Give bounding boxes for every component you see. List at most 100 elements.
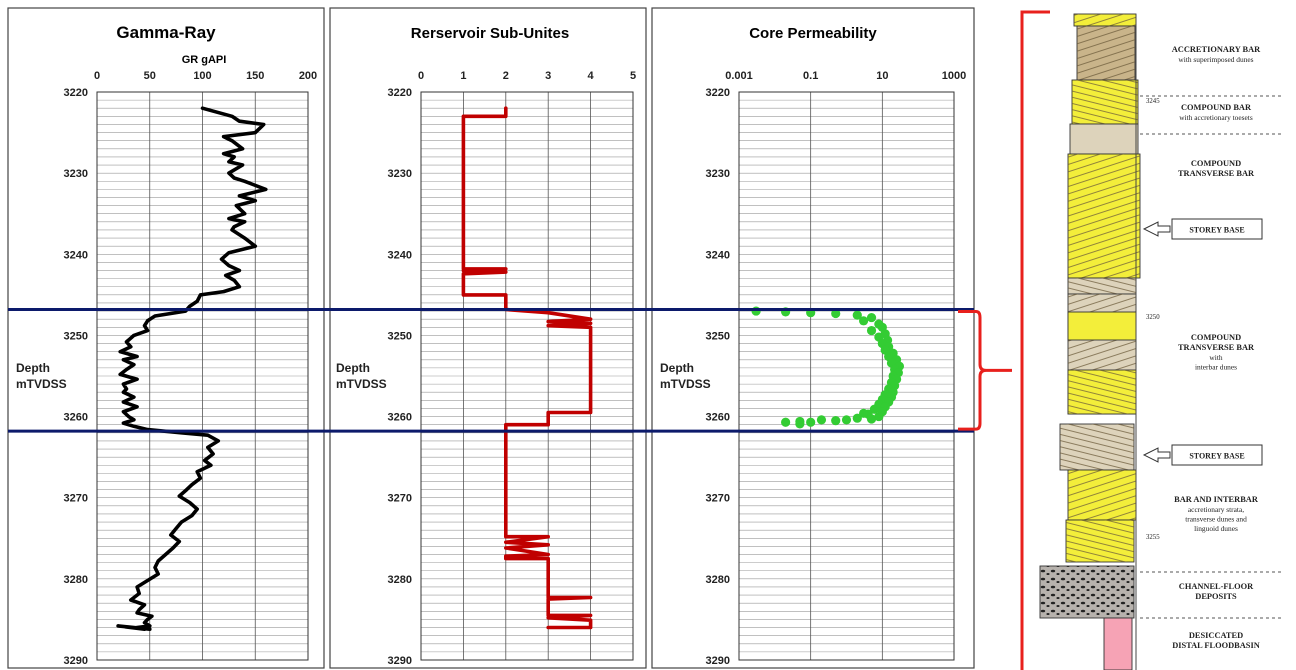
gamma-ray-title: Gamma-Ray (116, 23, 216, 42)
unit-sublabel: linguoid dunes (1194, 524, 1238, 533)
depth-mark: 3250 (1146, 314, 1160, 321)
x-tick-label: 100 (193, 70, 211, 82)
x-tick-label: 150 (246, 70, 264, 82)
subunits-plot: 0 1 2 3 4 5 3220 3230 3240 3250 3260 3270 3280 3290 De… (336, 70, 636, 667)
x-tick-label: 4 (588, 70, 595, 82)
storey-base-label: STOREY BASE (1189, 226, 1244, 235)
unit-sublabel: with accretionary toesets (1179, 113, 1253, 122)
y-tick-label: 3240 (706, 249, 730, 261)
y-tick-label: 3230 (388, 168, 412, 180)
strat-bed (1069, 123, 1139, 155)
unit-sublabel: accretionary strata, (1188, 505, 1244, 514)
data-point (831, 416, 841, 426)
strat-bed-hatch (1066, 520, 1134, 562)
unit-label: CHANNEL-FLOOR (1179, 582, 1254, 591)
x-tick-label: 10 (876, 70, 888, 82)
strat-bed-hatch (1068, 278, 1136, 294)
y-tick-label: 3290 (706, 655, 730, 667)
y-axis-label: mTVDSS (660, 377, 711, 391)
y-axis-label: Depth (336, 361, 370, 375)
x-tick-label: 5 (630, 70, 636, 82)
plot-frame (96, 91, 309, 661)
gamma-ray-plot: 0 50 100 150 200 3220 3230 3240 3250 3260 3270 3280… (16, 70, 317, 667)
data-point (866, 312, 877, 323)
unit-label: ACCRETIONARY BAR (1172, 45, 1261, 54)
plot-frame (738, 91, 955, 661)
data-point (852, 413, 862, 423)
y-axis-label: mTVDSS (336, 377, 387, 391)
y-tick-label: 3260 (388, 412, 412, 424)
y-tick-label: 3230 (706, 168, 730, 180)
full-interval-bracket (1020, 10, 1050, 670)
data-point (816, 415, 827, 425)
subunits-panel (329, 7, 647, 669)
x-tick-label: 50 (144, 70, 156, 82)
data-point (874, 411, 884, 422)
strat-bed-hatch (1072, 80, 1138, 124)
reservoir-bracket (958, 309, 1012, 431)
unit-label: DEPOSITS (1195, 592, 1237, 601)
x-tick-label: 1000 (942, 70, 966, 82)
data-point (858, 408, 869, 418)
unit-sublabel: transverse dunes and (1185, 515, 1247, 524)
y-tick-label: 3270 (64, 493, 88, 505)
series-line (461, 106, 593, 630)
storey-base-callout: STOREY BASE (1142, 444, 1263, 466)
unit-label: COMPOUND (1191, 333, 1241, 342)
y-axis-label: Depth (16, 361, 50, 375)
y-tick-label: 3240 (64, 249, 88, 261)
data-point (795, 419, 805, 429)
storey-base-callout: STOREY BASE (1142, 218, 1263, 240)
data-point (866, 325, 877, 336)
depth-mark: 3255 (1146, 534, 1160, 541)
x-tick-label: 0.1 (803, 70, 818, 82)
y-tick-label: 3240 (388, 249, 412, 261)
data-point (806, 417, 816, 427)
data-point (866, 414, 877, 424)
permeability-title: Core Permeability (749, 25, 877, 42)
unit-label: BAR AND INTERBAR (1174, 495, 1259, 504)
data-point (751, 306, 761, 316)
storey-base-box (1171, 218, 1263, 240)
permeability-panel (651, 7, 975, 669)
x-tick-label: 0.001 (725, 70, 753, 82)
y-tick-label: 3270 (388, 493, 412, 505)
strat-bed-hatch (1074, 14, 1136, 26)
y-tick-label: 3280 (706, 574, 730, 586)
x-tick-label: 2 (503, 70, 509, 82)
y-tick-label: 3280 (64, 574, 88, 586)
strat-bed-hatch (1060, 424, 1134, 470)
y-tick-label: 3250 (706, 330, 730, 342)
strat-bed-hatch (1068, 370, 1136, 414)
y-tick-label: 3250 (388, 330, 412, 342)
strat-bed (1067, 311, 1137, 341)
unit-sublabel: with (1209, 353, 1222, 362)
strat-bed (1103, 617, 1133, 670)
unit-sublabel: interbar dunes (1195, 363, 1237, 372)
storey-base-label: STOREY BASE (1189, 452, 1244, 461)
data-point (831, 308, 841, 319)
y-tick-label: 3230 (64, 168, 88, 180)
y-axis-label: Depth (660, 361, 694, 375)
unit-label: TRANSVERSE BAR (1178, 343, 1255, 352)
data-point (869, 404, 879, 414)
y-tick-label: 3220 (388, 87, 412, 99)
y-tick-label: 3290 (64, 655, 88, 667)
permeability-plot: 0.001 0.1 10 1000 3220 3230 3240 3250 3260 3270 32… (660, 70, 966, 667)
unit-label: COMPOUND BAR (1181, 103, 1252, 112)
data-point (781, 417, 791, 427)
y-tick-label: 3260 (706, 412, 730, 424)
y-tick-label: 3220 (64, 87, 88, 99)
reservoir-interval-overlay (8, 307, 1012, 433)
x-tick-label: 1 (460, 70, 466, 82)
data-point (841, 415, 852, 425)
arrow-icon (1142, 221, 1171, 237)
unit-label: DISTAL FLOODBASIN (1172, 641, 1260, 650)
y-tick-label: 3280 (388, 574, 412, 586)
storey-base-box (1171, 444, 1263, 466)
unit-label: DESICCATED (1189, 631, 1243, 640)
x-tick-label: 200 (299, 70, 317, 82)
y-axis-label: mTVDSS (16, 377, 67, 391)
gamma-ray-panel (7, 7, 325, 669)
